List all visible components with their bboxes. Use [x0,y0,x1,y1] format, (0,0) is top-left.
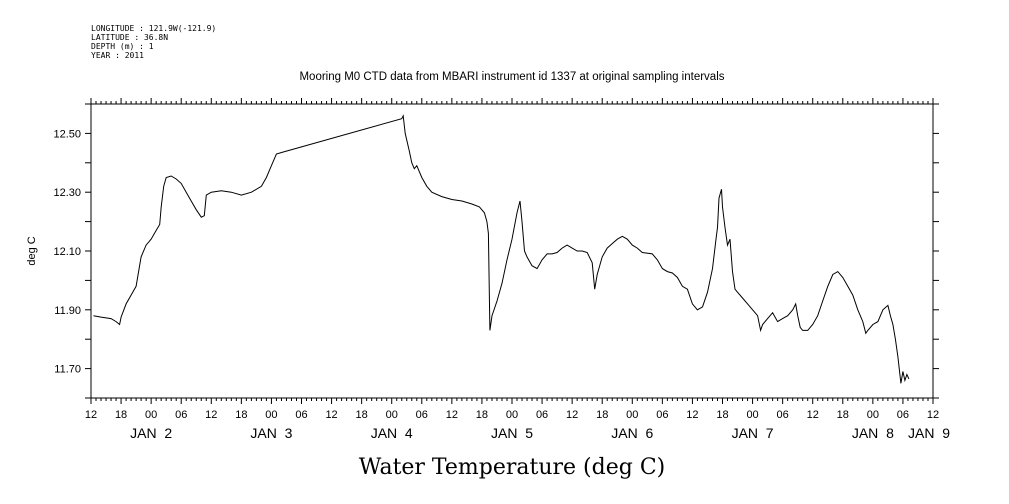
x-hour-label: 12 [446,409,458,421]
x-day-label: JAN 4 [371,425,413,441]
x-day-label: JAN 3 [250,425,292,441]
y-tick-label: 12.30 [53,187,81,199]
x-hour-label: 00 [626,409,638,421]
bottom-title: Water Temperature (deg C) [359,455,666,480]
x-hour-label: 06 [656,409,668,421]
x-hour-label: 12 [807,409,819,421]
x-hour-label: 12 [205,409,217,421]
x-hour-label: 00 [867,409,879,421]
plot-frame [90,103,934,399]
chart-title: Mooring M0 CTD data from MBARI instrumen… [299,71,724,83]
x-hour-label: 00 [746,409,758,421]
x-day-label: JAN 7 [732,425,774,441]
x-hour-label: 12 [686,409,698,421]
x-hour-label: 06 [175,409,187,421]
x-day-label: JAN 2 [130,425,172,441]
x-hour-label: 18 [356,409,368,421]
y-tick-label: 12.50 [53,128,81,140]
header-depth: DEPTH (m) : 1 [91,42,154,51]
y-tick-label: 11.90 [54,305,81,317]
x-hour-label: 18 [235,409,247,421]
x-hour-label: 18 [837,409,849,421]
series-line-water-temperature [93,114,910,384]
x-hour-label: 18 [596,409,608,421]
x-hour-label: 06 [416,409,428,421]
header-longitude: LONGITUDE : 121.9W(-121.9) [91,24,216,33]
x-day-labels: JAN 2 JAN 3 JAN 4 JAN 5 JAN 6 JAN 7 JAN 8 JAN 9 [130,425,950,441]
y-tick-label: 11.70 [54,364,81,376]
x-hour-label: 12 [85,409,97,421]
metadata-header: LONGITUDE : 121.9W(-121.9) LATITUDE : 36… [91,24,216,60]
x-tick-labels: 12 18 00 06 12 18 00 06 12 18 00 06 12 18 00 06 12 18 00 06… [85,409,939,421]
y-tick-labels: 11.70 11.90 12.10 12.30 12.50 [53,128,81,375]
x-hour-label: 18 [115,409,127,421]
x-hour-label: 12 [927,409,939,421]
x-hour-label: 18 [476,409,488,421]
x-day-label: JAN 9 [908,425,950,441]
y-tick-label: 12.10 [53,246,81,258]
x-day-label: JAN 6 [611,425,653,441]
x-hour-label: 00 [145,409,157,421]
x-hour-label: 12 [566,409,578,421]
x-hour-label: 06 [295,409,307,421]
x-hour-label: 06 [777,409,789,421]
header-latitude: LATITUDE : 36.8N [91,33,168,42]
x-hour-label: 06 [536,409,548,421]
header-year: YEAR : 2011 [91,51,144,60]
x-day-label: JAN 8 [852,425,894,441]
x-hour-label: 00 [265,409,277,421]
y-axis-label: deg C [26,236,38,265]
x-day-label: JAN 5 [491,425,533,441]
x-hour-label: 18 [716,409,728,421]
x-hour-label: 00 [386,409,398,421]
x-hour-label: 12 [325,409,337,421]
axis-ticks [85,98,939,404]
x-hour-label: 06 [897,409,909,421]
x-hour-label: 00 [506,409,518,421]
